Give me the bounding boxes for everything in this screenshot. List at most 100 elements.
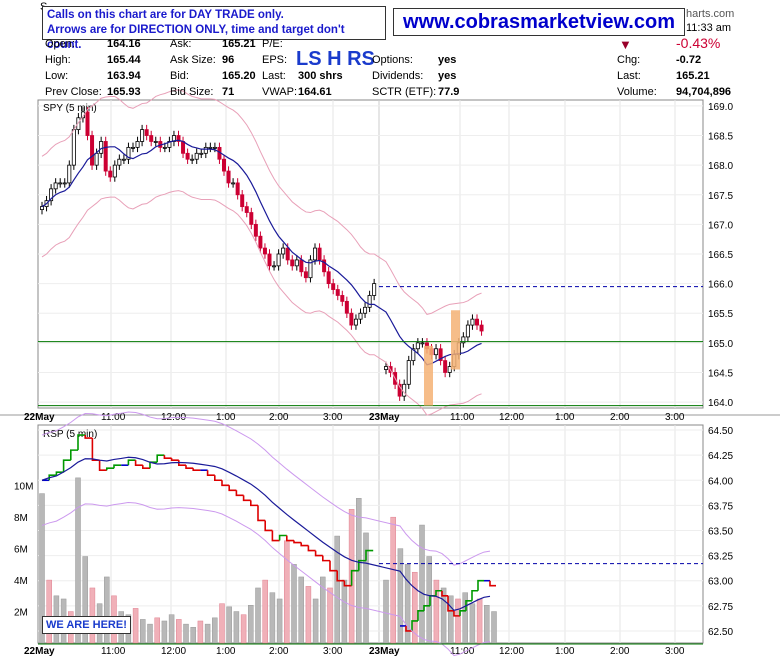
spy-moving-average (41, 139, 482, 366)
volume-bar-day1 (147, 623, 153, 644)
spy-candle-day2-body (470, 318, 475, 326)
stat-mid3-value: 77.9 (438, 86, 460, 98)
volume-bar-day1 (291, 564, 297, 644)
volume-bar-day1 (154, 617, 160, 644)
we-are-here-label: WE ARE HERE! (42, 616, 131, 634)
rsp-y-tick: 62.50 (708, 627, 733, 638)
rsp-y-tick: 63.25 (708, 552, 733, 563)
pattern-label: LS H RS (296, 48, 375, 70)
stat-right-value: -0.72 (676, 54, 702, 66)
spy-candle-day2-body (465, 324, 470, 338)
volume-bar-day1 (82, 556, 88, 644)
rsp-x-tick: 11:00 (450, 646, 475, 657)
stat-mid3-value: yes (438, 70, 457, 82)
rsp-price-step-day1 (48, 474, 57, 481)
spy-candle-day1-body (40, 206, 45, 210)
spy-candle-day2-body (397, 383, 402, 397)
spy-candle-day1-body (326, 271, 331, 285)
spy-candle-day1-body (331, 283, 336, 290)
spy-candle-day1-body (244, 206, 249, 213)
spy-candle-day1-body (76, 117, 81, 131)
volume-bar-day1 (168, 614, 175, 644)
volume-bar-day2 (484, 605, 490, 644)
rsp-price-step-day1 (321, 555, 330, 562)
spy-candle-day2-body (479, 324, 484, 332)
spy-candle-day1-body (99, 141, 104, 154)
spy-candle-day1-body (62, 182, 67, 185)
stat-mid-value: 165.21 (222, 38, 256, 50)
volume-bar-day1 (183, 623, 189, 644)
volume-bar-day1 (190, 627, 196, 644)
spy-candle-day1-body (153, 141, 158, 143)
rsp-title: RSP (5 min) (43, 429, 97, 440)
rsp-price-step-day1 (192, 468, 201, 472)
spy-candle-day1-body (272, 265, 277, 268)
spy-x-tick: 11:00 (450, 412, 475, 423)
spy-x-tick: 3:00 (665, 412, 685, 423)
volume-bar-day1 (298, 576, 304, 644)
spy-candle-day1-body (285, 247, 290, 261)
spy-candle-day1-body (190, 158, 195, 161)
rsp-price-step-day2 (441, 590, 448, 597)
spy-candle-day1-body (208, 146, 213, 149)
rsp-price-step-day1 (62, 459, 71, 473)
spy-candle-day1-body (135, 141, 140, 148)
spy-title: SPY (5 min) (43, 103, 97, 114)
stat-left-value: 165.44 (107, 54, 141, 66)
rsp-price-step-day1 (264, 520, 273, 532)
volume-bar-day1 (305, 586, 312, 644)
spy-candle-day1-body (194, 152, 199, 160)
spy-x-tick: 2:00 (269, 412, 289, 423)
spy-candle-day1-body (53, 182, 58, 190)
rsp-price-step-day1 (163, 455, 172, 459)
rsp-price-step-day1 (293, 540, 302, 544)
rsp-price-step-day1 (250, 500, 258, 507)
volume-y-tick: 4M (14, 576, 28, 587)
volume-bar-day1 (219, 603, 225, 644)
spy-candle-day1-body (281, 247, 286, 255)
spy-y-tick: 164.0 (708, 398, 733, 409)
volume-bar-day1 (75, 477, 81, 644)
rsp-price-step-day1 (307, 545, 316, 552)
rsp-price-step-day1 (170, 458, 179, 461)
spy-candle-day1-body (94, 152, 99, 166)
spy-x-tick: 12:00 (499, 412, 524, 423)
volume-bar-day1 (276, 598, 283, 644)
site-banner[interactable]: www.cobrasmarketview.com (393, 8, 685, 36)
stat-left-value: 164.16 (107, 38, 141, 50)
volume-bar-day1 (161, 620, 168, 644)
spy-candle-day1-body (235, 182, 240, 196)
spy-candle-day1-body (67, 164, 72, 184)
spy-candle-day1-body (335, 289, 340, 296)
volume-bar-day1 (204, 623, 211, 644)
spy-candle-day1-body (322, 259, 327, 273)
rsp-y-tick: 63.50 (708, 526, 733, 537)
spy-candle-day1-body (358, 312, 363, 320)
volume-bar-day1 (197, 620, 204, 644)
rsp-price-step-day1 (336, 570, 345, 582)
rsp-price-step-day1 (357, 559, 366, 571)
stat-mid2-label: VWAP: (262, 86, 298, 98)
stat-mid2-label: P/E: (262, 38, 283, 50)
rsp-price-step-day1 (221, 480, 230, 487)
rsp-y-tick: 64.25 (708, 451, 733, 462)
spy-candle-day1-body (221, 158, 226, 172)
volume-bar-day1 (212, 617, 218, 644)
spy-candle-day1-body (71, 129, 76, 166)
stat-left-label: Open: (45, 38, 75, 50)
spy-candle-day1-body (226, 170, 231, 184)
volume-bar-day2 (433, 579, 440, 644)
rsp-price-step-day1 (178, 460, 186, 466)
spy-candle-day2-body (447, 366, 452, 373)
volume-bar-day1 (255, 587, 261, 644)
spy-candle-day1-body (176, 135, 181, 142)
stat-mid-label: Bid Size: (170, 86, 214, 98)
spy-candle-day2-body (383, 366, 388, 370)
chart-source-suffix: harts.com (686, 8, 735, 20)
stat-mid2-label: Last: (262, 70, 286, 82)
spy-candle-day1-body (367, 295, 372, 308)
spy-candle-day1-body (108, 170, 113, 178)
volume-bar-day2 (404, 564, 411, 644)
rsp-price-step-day2 (435, 589, 442, 596)
